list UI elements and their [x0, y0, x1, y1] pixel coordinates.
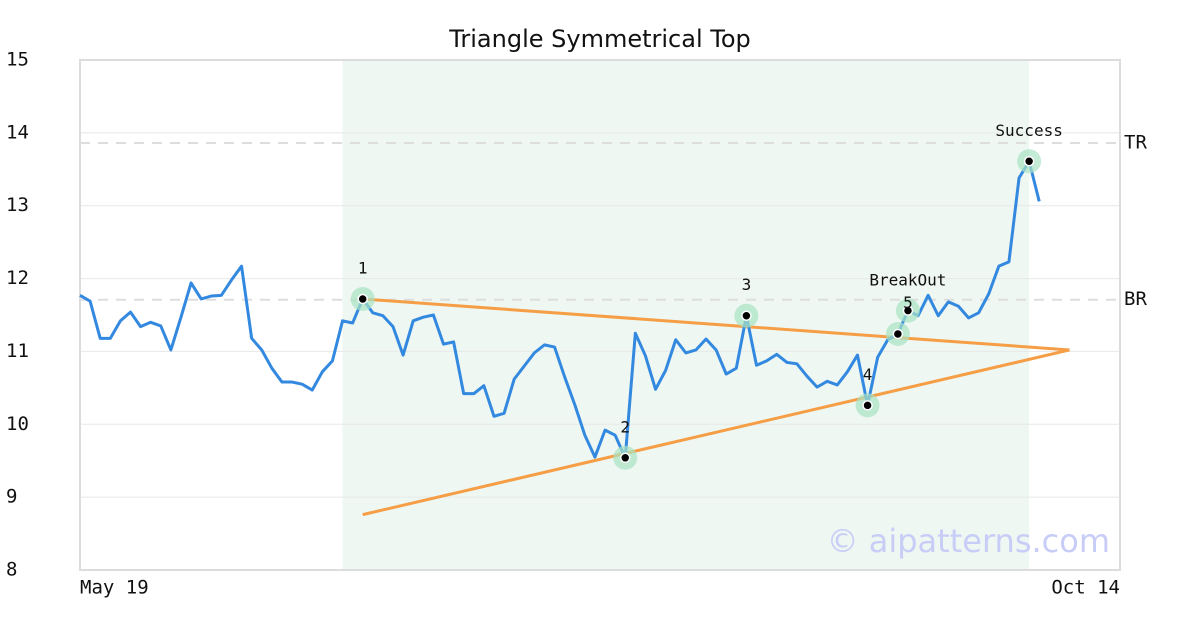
- marker-label: 5: [903, 293, 913, 312]
- watermark: © aipatterns.com: [827, 522, 1110, 560]
- plot-border: [79, 59, 1121, 571]
- marker-label: 1: [358, 258, 368, 277]
- y-tick-label: 11: [6, 340, 29, 362]
- y-tick-label: 15: [6, 49, 29, 71]
- marker-dot: [619, 452, 631, 464]
- y-tick-label: 9: [6, 486, 17, 508]
- x-tick-label: May 19: [80, 577, 149, 599]
- level-label: BR: [1124, 288, 1147, 310]
- marker-dot: [902, 305, 914, 316]
- marker-dot: [1023, 156, 1035, 167]
- y-tick-label: 10: [6, 413, 29, 435]
- marker-label: Success: [995, 121, 1062, 140]
- x-tick-label: Oct 14: [1051, 577, 1120, 599]
- pattern-zone: [342, 60, 1030, 570]
- level-label: TR: [1124, 132, 1147, 154]
- trend-line: [362, 297, 1070, 352]
- marker-dot: [357, 293, 368, 305]
- y-tick-label: 14: [6, 121, 29, 143]
- y-tick-label: 12: [6, 267, 29, 289]
- marker-label: BreakOut: [869, 270, 946, 289]
- marker-label: 4: [863, 365, 873, 384]
- y-tick-label: 13: [6, 194, 29, 216]
- marker-dot: [862, 400, 873, 411]
- chart-title: Triangle Symmetrical Top: [448, 25, 751, 53]
- price-line: [79, 159, 1041, 460]
- marker-dot: [741, 310, 752, 321]
- marker-label: 3: [742, 275, 752, 294]
- y-tick-label: 8: [6, 559, 17, 581]
- trend-line: [362, 348, 1070, 517]
- marker-dot: [892, 328, 904, 340]
- marker-label: 2: [620, 417, 630, 436]
